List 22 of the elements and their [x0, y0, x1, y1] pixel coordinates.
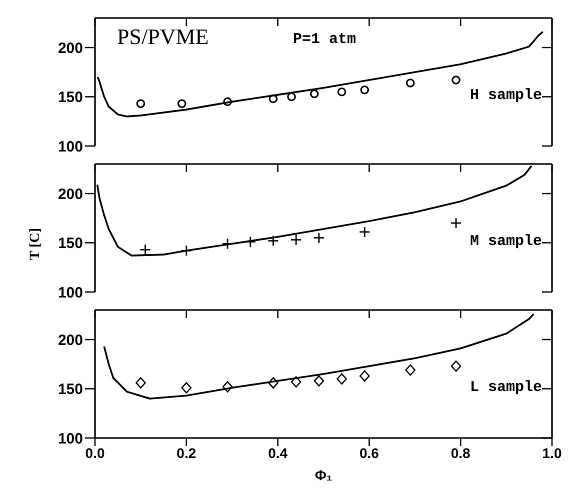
annotation: L sample	[470, 379, 542, 396]
annotation: H sample	[470, 87, 542, 104]
annotation: M sample	[470, 233, 542, 250]
y-tick-label: 100	[58, 284, 83, 302]
x-tick-label: 0.8	[450, 444, 471, 461]
y-tick-label: 150	[58, 381, 83, 398]
y-tick-label: 150	[58, 235, 83, 252]
y-tick-label: 200	[58, 332, 83, 349]
annotation: P=1 atm	[293, 31, 356, 48]
y-tick-label: 200	[58, 40, 83, 57]
x-tick-label: 0.4	[268, 444, 288, 461]
x-tick-label: 0.6	[359, 444, 380, 461]
y-tick-label: 200	[58, 186, 83, 203]
y-tick-label: 100	[58, 138, 83, 156]
x-axis-title: Φ₁	[314, 466, 332, 483]
y-tick-label: 150	[58, 89, 83, 106]
y-tick-label: 100	[58, 430, 83, 448]
x-tick-label: 1.0	[542, 444, 562, 461]
y-axis-title: T [C]	[28, 228, 43, 260]
x-tick-label: 0.0	[85, 444, 105, 461]
annotation: PS/PVME	[117, 24, 209, 49]
x-tick-label: 0.2	[176, 444, 196, 461]
